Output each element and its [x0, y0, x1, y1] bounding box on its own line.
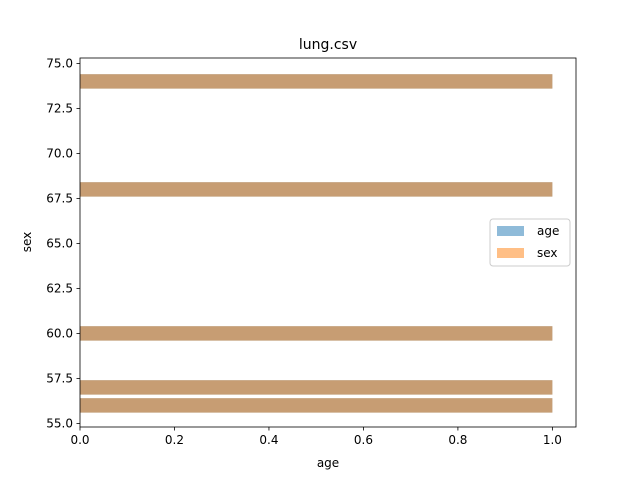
- y-tick-label: 55.0: [46, 416, 73, 430]
- x-axis-ticks: 0.0 0.2 0.4 0.6 0.8 1.0: [70, 427, 562, 447]
- x-tick-label: 0.8: [448, 433, 467, 447]
- x-tick-label: 0.4: [259, 433, 278, 447]
- plot-frame: [79, 57, 577, 428]
- y-tick-label: 65.0: [46, 236, 73, 250]
- y-tick-label: 62.5: [46, 281, 73, 295]
- x-tick-label: 1.0: [543, 433, 562, 447]
- chart-title: lung.csv: [299, 37, 357, 53]
- bar-sex-4: [80, 398, 553, 413]
- x-tick-label: 0.6: [354, 433, 373, 447]
- bar-sex-3: [80, 380, 553, 395]
- y-axis-ticks: 55.0 57.5 60.0 62.5 65.0 67.5 70.0 72.5 75.0: [46, 56, 80, 430]
- legend-label-age: age: [537, 224, 559, 238]
- y-axis-label: sex: [20, 232, 34, 253]
- legend-label-sex: sex: [537, 246, 558, 260]
- y-tick-label: 67.5: [46, 191, 73, 205]
- x-tick-label: 0.2: [165, 433, 184, 447]
- legend: age sex: [489, 218, 571, 267]
- y-tick-label: 57.5: [46, 371, 73, 385]
- legend-swatch-sex: [497, 248, 524, 258]
- bar-sex-2: [80, 326, 553, 341]
- y-tick-label: 75.0: [46, 56, 73, 70]
- y-tick-label: 70.0: [46, 146, 73, 160]
- bars-layer: [80, 74, 553, 413]
- y-tick-label: 72.5: [46, 101, 73, 115]
- bar-sex-1: [80, 182, 553, 197]
- y-tick-label: 60.0: [46, 326, 73, 340]
- bar-sex-0: [80, 74, 553, 89]
- x-axis-label: age: [317, 456, 339, 470]
- x-tick-label: 0.0: [70, 433, 89, 447]
- legend-swatch-age: [497, 226, 524, 236]
